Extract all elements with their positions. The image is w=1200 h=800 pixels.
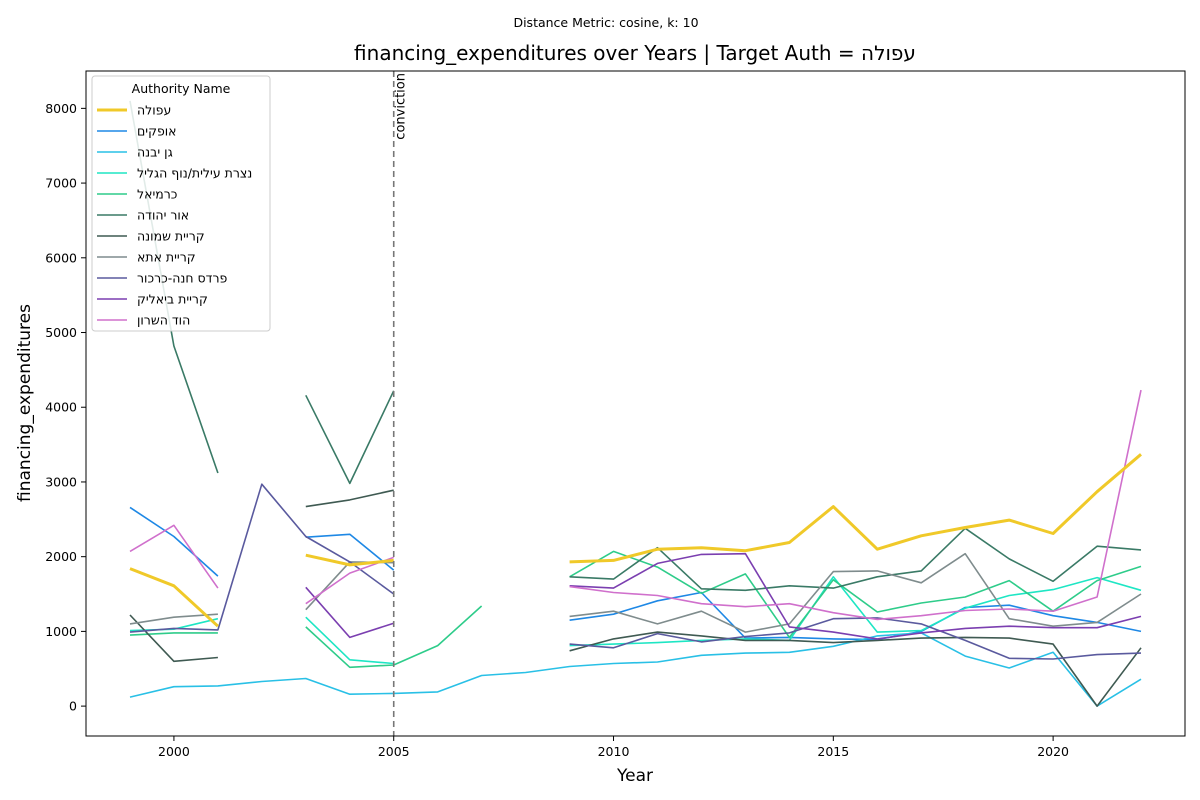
legend-entry: קריית ביאליק [137, 292, 208, 307]
x-tick-label: 2015 [817, 744, 849, 759]
legend-box [91, 75, 271, 332]
annotation-layer: conviction [392, 71, 409, 736]
legend-title: Authority Name [132, 81, 231, 96]
plot-frame [85, 70, 1186, 737]
series-line [129, 632, 1142, 707]
x-tick-label: 2010 [598, 744, 630, 759]
legend-entry: קריית אתא [137, 250, 196, 265]
x-tick-label: 2000 [158, 744, 190, 759]
legend-entry: נצרת עילית/נוף הגליל [137, 166, 252, 181]
legend-entry: הוד השרון [137, 313, 190, 328]
chart-title: financing_expenditures over Years | Targ… [354, 41, 916, 65]
legend-entry: עפולה [137, 103, 171, 118]
legend-entry: כרמיאל [137, 187, 177, 202]
y-tick-label: 3000 [45, 474, 77, 489]
y-tick-label: 4000 [45, 400, 77, 415]
y-tick-label: 7000 [45, 176, 77, 191]
series-layer [129, 100, 1142, 707]
y-tick-label: 5000 [45, 325, 77, 340]
y-tick-label: 6000 [45, 250, 77, 265]
series-line [129, 483, 1142, 660]
x-tick-label: 2005 [378, 744, 410, 759]
legend: Authority Name עפולה אופקים גן יבנה נצרת עי… [91, 75, 271, 332]
series-line [305, 552, 1142, 640]
y-tick-label: 2000 [45, 549, 77, 564]
y-tick-label: 8000 [45, 101, 77, 116]
legend-items: עפולה אופקים גן יבנה נצרת עילית/נוף הגליל כר… [97, 103, 252, 328]
legend-entry: קריית שמונה [137, 229, 205, 244]
legend-entry: גן יבנה [137, 145, 173, 160]
conviction-label: conviction [394, 73, 409, 140]
legend-entry: אופקים [137, 124, 177, 139]
legend-entry: אור יהודה [137, 208, 189, 223]
x-axis-label: Year [616, 766, 653, 786]
y-tick-label: 0 [69, 699, 77, 714]
x-tick-label: 2020 [1037, 744, 1069, 759]
series-line [129, 506, 1142, 641]
y-axis: 0 1000 2000 3000 4000 5000 6000 7000 8000 [45, 101, 86, 714]
legend-entry: פרדס חנה-כרכור [137, 271, 228, 286]
y-axis-label: financing_expenditures [15, 304, 35, 502]
series-line [129, 453, 1142, 628]
y-tick-label: 1000 [45, 624, 77, 639]
x-axis: 2000 2005 2010 2015 2020 [158, 736, 1069, 759]
chart-suptitle: Distance Metric: cosine, k: 10 [513, 15, 698, 30]
